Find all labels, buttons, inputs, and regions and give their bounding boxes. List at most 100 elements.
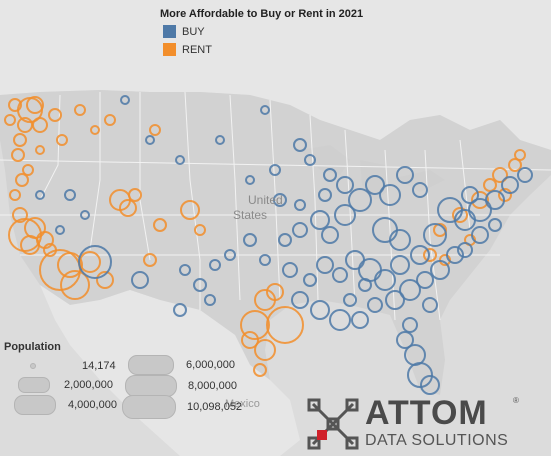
rent-marker	[119, 199, 137, 217]
buy-marker	[423, 223, 447, 247]
buy-marker	[457, 242, 473, 258]
rent-marker	[35, 145, 45, 155]
buy-marker	[243, 233, 257, 247]
population-label: 14,174	[82, 360, 116, 372]
buy-marker	[303, 273, 317, 287]
rent-marker	[56, 134, 68, 146]
country-label-line1: United	[248, 193, 283, 207]
rent-marker	[240, 310, 270, 340]
rent-marker	[508, 158, 522, 172]
buy-marker	[145, 135, 155, 145]
rent-marker	[48, 108, 62, 122]
buy-marker	[245, 175, 255, 185]
rent-marker	[32, 117, 48, 133]
rent-marker	[60, 270, 90, 300]
population-item: 14,174	[30, 360, 116, 372]
rent-marker	[143, 253, 157, 267]
population-circle	[122, 395, 176, 419]
population-label: 10,098,052	[187, 401, 243, 413]
buy-marker	[310, 300, 330, 320]
buy-marker	[204, 294, 216, 306]
buy-marker	[292, 222, 308, 238]
population-legend-title: Population	[4, 341, 61, 353]
population-label: 6,000,000	[186, 359, 235, 371]
rent-marker	[423, 248, 437, 262]
legend-label-rent: RENT	[182, 43, 212, 56]
population-circle	[30, 363, 36, 369]
circles-layer	[4, 95, 533, 395]
rent-swatch	[163, 43, 176, 56]
rent-marker	[128, 188, 142, 202]
buy-marker	[420, 375, 440, 395]
rent-marker	[12, 207, 28, 223]
buy-marker	[367, 297, 383, 313]
buy-marker	[351, 311, 369, 329]
population-item: 2,000,000	[18, 377, 113, 393]
buy-marker	[64, 189, 76, 201]
rent-marker	[90, 125, 100, 135]
population-label: 8,000,000	[188, 380, 237, 392]
rent-marker	[498, 188, 512, 202]
logo-registered: ®	[513, 396, 519, 405]
buy-marker	[430, 260, 450, 280]
buy-marker	[318, 188, 332, 202]
rent-marker	[492, 167, 508, 183]
rent-marker	[13, 133, 27, 147]
population-circle	[18, 377, 50, 393]
buy-marker	[173, 303, 187, 317]
buy-marker	[396, 331, 414, 349]
buy-marker	[501, 176, 519, 194]
buy-marker	[259, 254, 271, 266]
buy-marker	[389, 229, 411, 251]
country-label-line2: States	[233, 208, 268, 222]
buy-marker	[343, 293, 357, 307]
buy-marker	[329, 309, 351, 331]
buy-marker	[374, 269, 396, 291]
rent-marker	[153, 218, 167, 232]
population-item: 10,098,052	[122, 395, 242, 419]
buy-marker	[402, 317, 418, 333]
buy-swatch	[163, 25, 176, 38]
buy-marker	[269, 164, 281, 176]
buy-marker	[224, 249, 236, 261]
buy-marker	[336, 176, 354, 194]
legend-item-buy: BUY	[163, 25, 205, 38]
rent-marker	[8, 98, 22, 112]
logo-mark-icon	[307, 398, 359, 450]
buy-marker	[316, 256, 334, 274]
buy-marker	[78, 245, 112, 279]
buy-marker	[334, 204, 356, 226]
population-item: 4,000,000	[14, 395, 117, 415]
rent-marker	[180, 200, 200, 220]
buy-marker	[396, 166, 414, 184]
buy-marker	[412, 182, 428, 198]
rent-marker	[104, 114, 116, 126]
buy-marker	[323, 168, 337, 182]
legend-label-buy: BUY	[182, 25, 205, 38]
buy-marker	[193, 278, 207, 292]
buy-marker	[332, 267, 348, 283]
buy-marker	[209, 259, 221, 271]
rent-marker	[514, 149, 526, 161]
rent-marker	[483, 178, 497, 192]
buy-marker	[385, 290, 405, 310]
rent-marker	[43, 243, 57, 257]
buy-marker	[278, 233, 292, 247]
buy-marker	[468, 198, 492, 222]
rent-marker	[241, 331, 259, 349]
population-label: 4,000,000	[68, 399, 117, 411]
buy-marker	[365, 175, 385, 195]
rent-marker	[4, 114, 16, 126]
buy-marker	[410, 245, 430, 265]
buy-marker	[304, 154, 316, 166]
buy-marker	[273, 193, 287, 207]
rent-marker	[433, 223, 447, 237]
buy-marker	[215, 135, 225, 145]
buy-marker	[471, 226, 489, 244]
buy-marker	[282, 262, 298, 278]
rent-marker	[194, 224, 206, 236]
population-item: 8,000,000	[125, 375, 237, 397]
buy-marker	[407, 362, 433, 388]
rent-marker	[11, 148, 25, 162]
